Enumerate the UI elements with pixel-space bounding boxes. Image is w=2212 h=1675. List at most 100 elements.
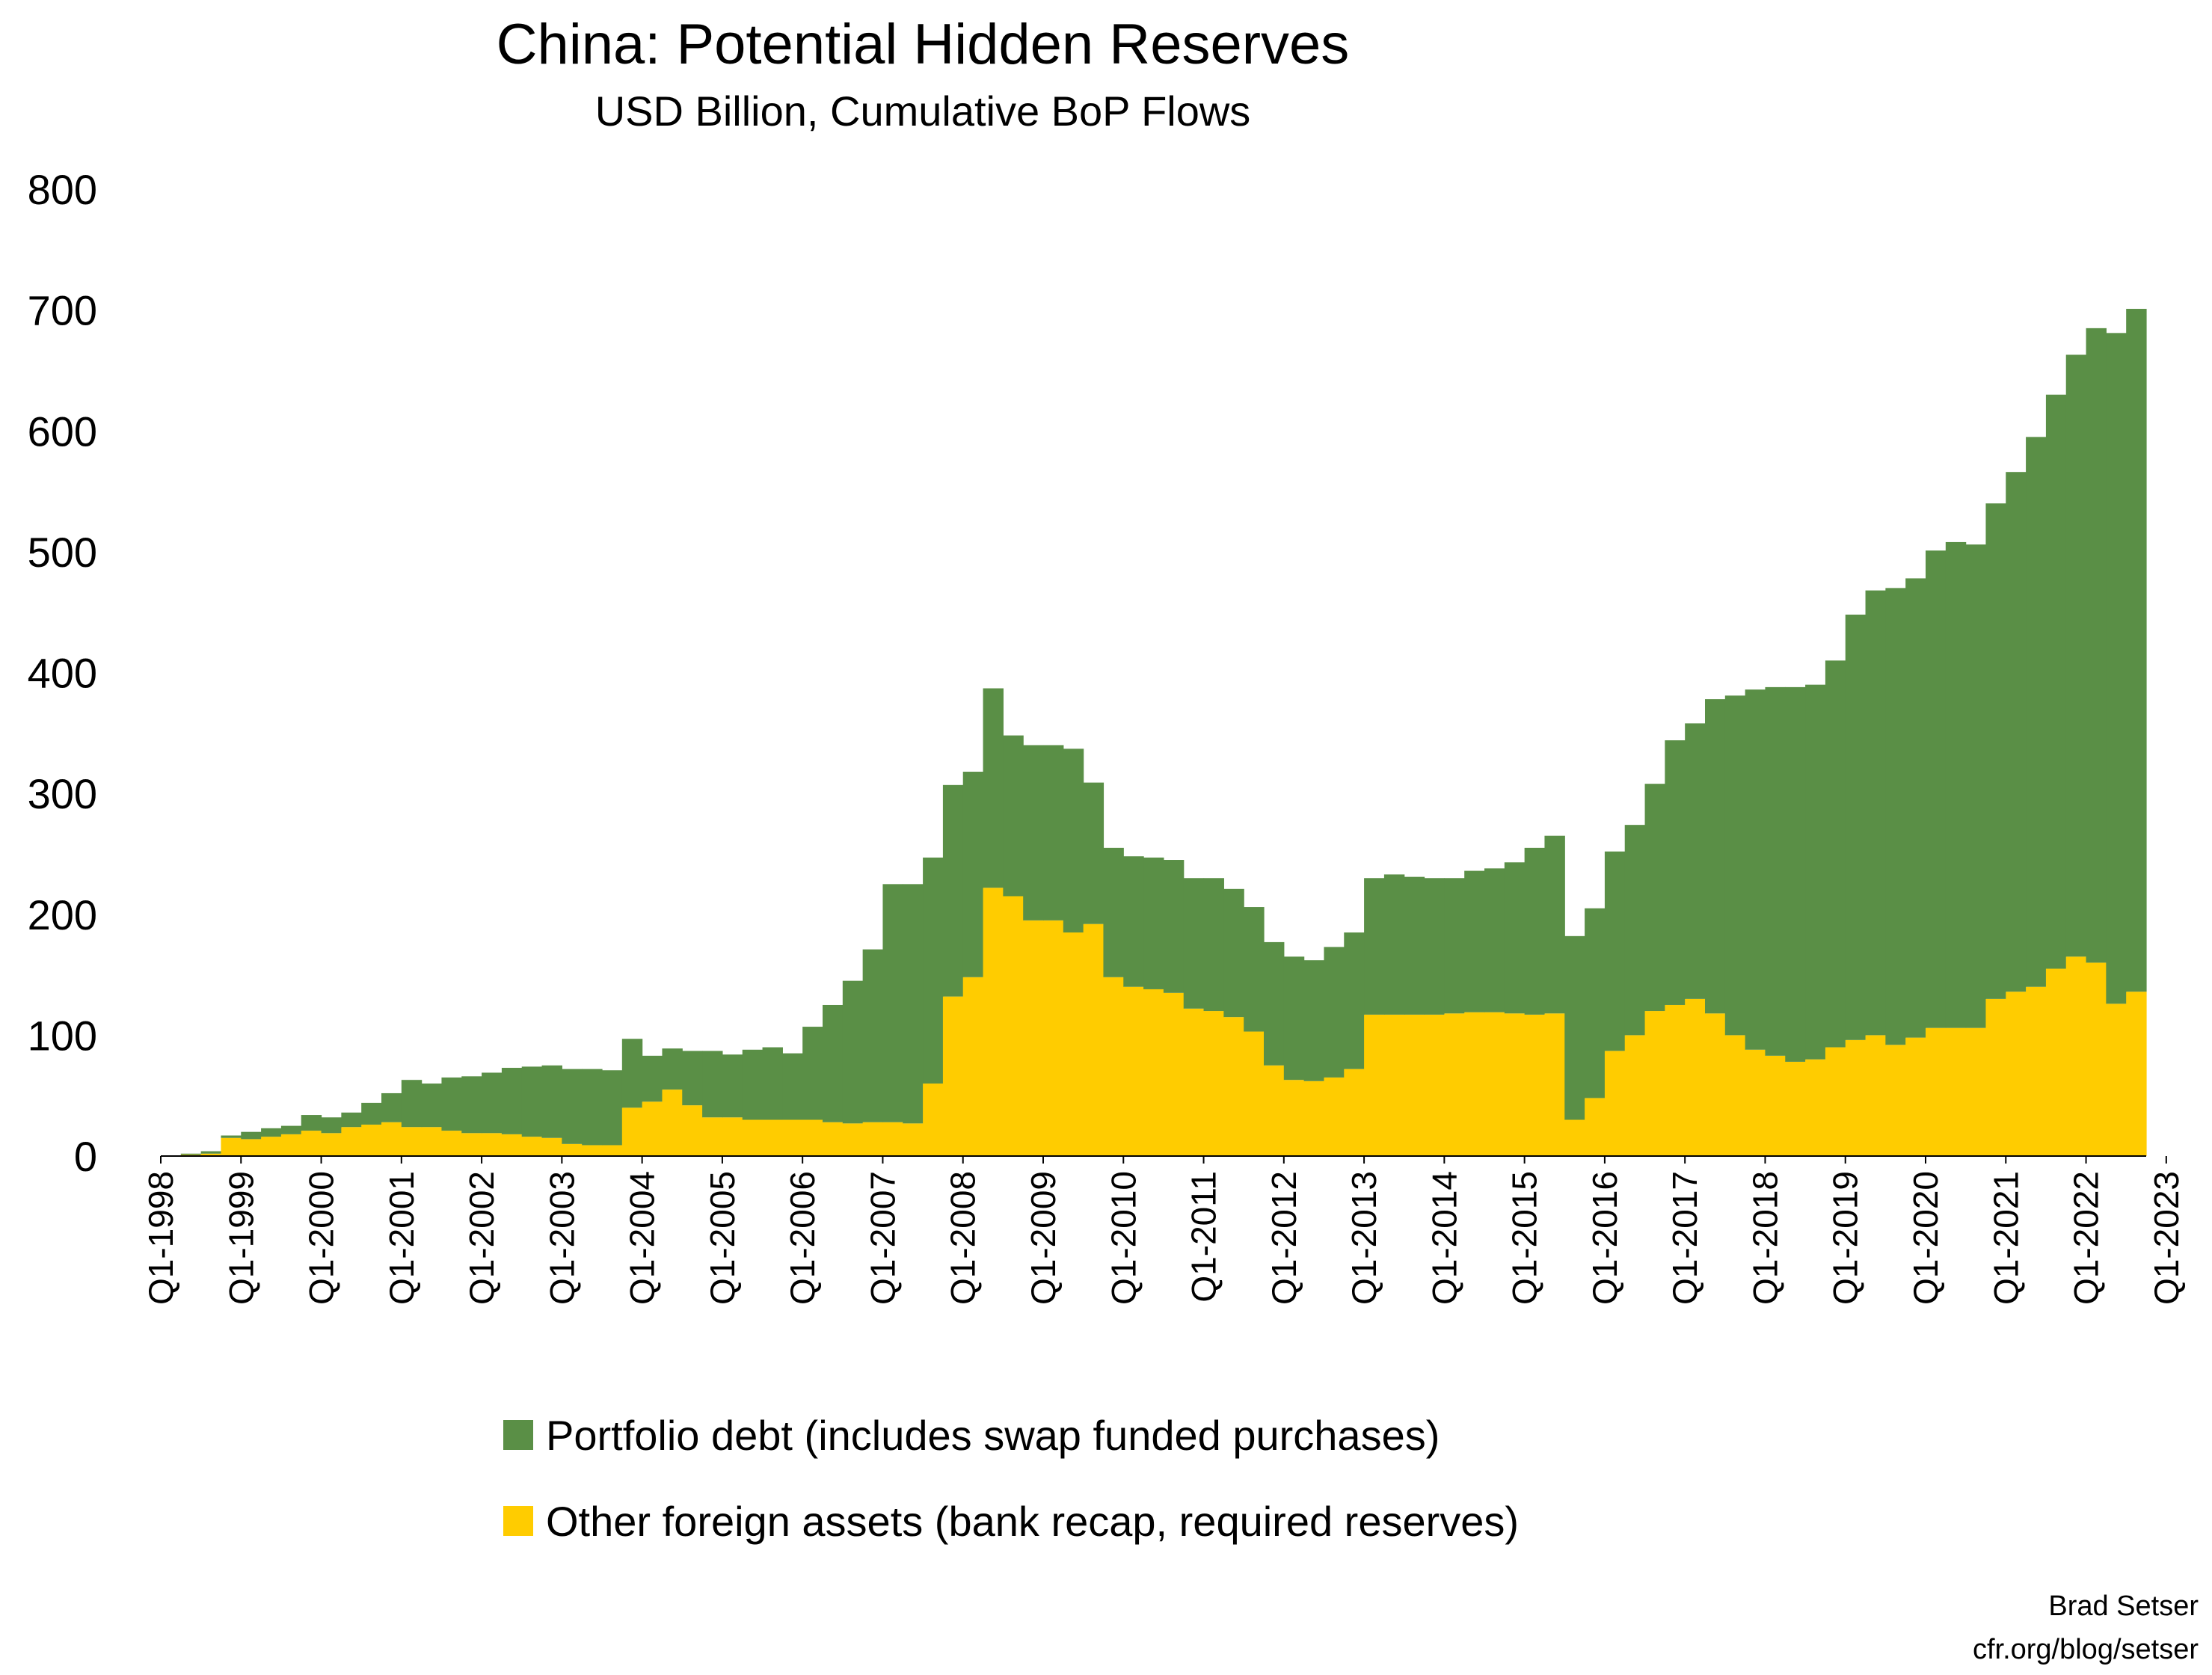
- bar-segment-portfolio-debt: [441, 1077, 462, 1131]
- bar-segment-other-foreign-assets: [962, 977, 984, 1156]
- bar-segment-other-foreign-assets: [1965, 1027, 1987, 1156]
- bar-segment-other-foreign-assets: [1223, 1017, 1244, 1156]
- bar-segment-other-foreign-assets: [602, 1145, 623, 1156]
- legend-item-other-foreign-assets: Other foreign assets (bank recap, requir…: [503, 1498, 1519, 1545]
- x-tick-label: Q1-2001: [382, 1171, 421, 1305]
- bar-segment-other-foreign-assets: [1785, 1061, 1806, 1156]
- bar-segment-other-foreign-assets: [1805, 1059, 1826, 1156]
- bar-segment-portfolio-debt: [962, 772, 984, 977]
- bar-segment-other-foreign-assets: [1705, 1013, 1726, 1156]
- bar-segment-portfolio-debt: [2026, 437, 2047, 987]
- bar-segment-other-foreign-assets: [1283, 1080, 1305, 1156]
- bar-segment-other-foreign-assets: [1244, 1031, 1265, 1156]
- bar-segment-other-foreign-assets: [1685, 998, 1706, 1156]
- bar-segment-portfolio-debt: [341, 1112, 362, 1128]
- bar-segment-portfolio-debt: [1604, 851, 1626, 1051]
- bar-segment-portfolio-debt: [742, 1049, 764, 1120]
- x-tick-label: Q1-1999: [221, 1171, 260, 1305]
- bar-segment-portfolio-debt: [1705, 699, 1726, 1014]
- bar-segment-other-foreign-assets: [823, 1122, 844, 1156]
- bar-segment-portfolio-debt: [1444, 878, 1465, 1014]
- bar-segment-other-foreign-assets: [280, 1134, 302, 1156]
- y-tick-label: 300: [28, 770, 97, 817]
- bar-segment-portfolio-debt: [642, 1055, 663, 1102]
- bar-segment-portfolio-debt: [1063, 749, 1084, 932]
- bar-segment-portfolio-debt: [1644, 784, 1665, 1012]
- bar-segment-portfolio-debt: [862, 949, 884, 1122]
- bar-segment-portfolio-debt: [1745, 689, 1766, 1050]
- bar-segment-other-foreign-assets: [1123, 986, 1144, 1156]
- bar-segment-portfolio-debt: [1283, 956, 1305, 1081]
- bar-segment-portfolio-debt: [942, 784, 964, 997]
- y-tick-label: 500: [28, 529, 97, 576]
- plot-area: [180, 309, 2147, 1157]
- bar-segment-portfolio-debt: [1544, 835, 1565, 1014]
- bar-segment-portfolio-debt: [1805, 684, 1826, 1060]
- x-tick-label: Q1-2004: [623, 1171, 662, 1305]
- bar-segment-other-foreign-assets: [1985, 998, 2006, 1156]
- bar-segment-portfolio-debt: [1364, 878, 1385, 1015]
- bar-segment-portfolio-debt: [1504, 862, 1526, 1014]
- bar-segment-other-foreign-assets: [2126, 992, 2147, 1156]
- bar-segment-other-foreign-assets: [1945, 1027, 1967, 1156]
- bar-segment-portfolio-debt: [401, 1080, 423, 1128]
- bar-segment-portfolio-debt: [562, 1069, 583, 1144]
- bar-segment-portfolio-debt: [602, 1070, 623, 1146]
- x-axis: Q1-1998 Q1-1999 Q1-2000 Q1-2001 Q1-2002 Q1-20…: [141, 1155, 2186, 1305]
- bar-segment-portfolio-debt: [200, 1151, 222, 1154]
- bar-segment-other-foreign-assets: [1644, 1011, 1665, 1156]
- bar-segment-other-foreign-assets: [441, 1131, 462, 1156]
- credit-author: Brad Setser: [2048, 1591, 2199, 1622]
- x-tick-label: Q1-2005: [703, 1171, 742, 1305]
- x-tick-label: Q1-2010: [1104, 1171, 1143, 1305]
- bar-segment-portfolio-debt: [2006, 472, 2027, 992]
- bar-segment-portfolio-debt: [1825, 660, 1846, 1048]
- bar-segment-portfolio-debt: [1665, 740, 1686, 1005]
- bar-segment-other-foreign-assets: [1183, 1008, 1205, 1156]
- bar-segment-other-foreign-assets: [1724, 1035, 1746, 1157]
- bar-segment-other-foreign-assets: [742, 1119, 764, 1156]
- bar-segment-portfolio-debt: [1264, 941, 1285, 1066]
- bar-segment-other-foreign-assets: [321, 1133, 342, 1156]
- bar-segment-other-foreign-assets: [1003, 896, 1024, 1156]
- bar-segment-other-foreign-assets: [1083, 923, 1105, 1156]
- bar-segment-portfolio-debt: [621, 1039, 643, 1108]
- x-tick-label: Q1-2012: [1265, 1171, 1303, 1305]
- bar-segment-other-foreign-assets: [421, 1127, 443, 1156]
- bar-segment-portfolio-debt: [1685, 723, 1706, 999]
- bar-segment-portfolio-debt: [381, 1092, 402, 1122]
- bar-segment-other-foreign-assets: [521, 1137, 543, 1156]
- x-tick-label: Q1-2003: [542, 1171, 581, 1305]
- bar-segment-portfolio-debt: [461, 1076, 482, 1134]
- bar-segment-portfolio-debt: [582, 1069, 603, 1146]
- bar-segment-portfolio-debt: [1043, 745, 1064, 921]
- bar-segment-other-foreign-assets: [2065, 956, 2087, 1156]
- bar-segment-other-foreign-assets: [562, 1143, 583, 1156]
- bar-segment-portfolio-debt: [1183, 878, 1205, 1009]
- bar-segment-other-foreign-assets: [662, 1089, 683, 1156]
- bar-segment-other-foreign-assets: [1905, 1037, 1926, 1156]
- bar-segment-portfolio-debt: [1785, 686, 1806, 1062]
- bar-segment-portfolio-debt: [361, 1102, 382, 1125]
- bar-segment-other-foreign-assets: [1424, 1014, 1445, 1156]
- bar-segment-portfolio-debt: [1945, 541, 1967, 1028]
- bar-segment-other-foreign-assets: [983, 888, 1004, 1156]
- bar-segment-other-foreign-assets: [461, 1133, 482, 1156]
- bar-segment-other-foreign-assets: [501, 1134, 523, 1156]
- bar-segment-portfolio-debt: [702, 1051, 723, 1118]
- bar-segment-other-foreign-assets: [1444, 1013, 1465, 1156]
- y-tick-label: 100: [28, 1012, 97, 1059]
- bar-segment-portfolio-debt: [541, 1065, 562, 1138]
- bar-segment-other-foreign-assets: [1865, 1035, 1886, 1157]
- bar-segment-other-foreign-assets: [1023, 920, 1044, 1156]
- bar-segment-other-foreign-assets: [762, 1119, 783, 1156]
- x-tick-label: Q1-2020: [1906, 1171, 1945, 1305]
- y-tick-label: 700: [28, 287, 97, 334]
- x-tick-label: Q1-1998: [141, 1171, 180, 1305]
- bar-segment-other-foreign-assets: [1324, 1077, 1345, 1156]
- bar-segment-portfolio-debt: [903, 884, 924, 1124]
- bar-segment-other-foreign-assets: [301, 1131, 322, 1156]
- bar-segment-portfolio-debt: [261, 1128, 282, 1137]
- bar-segment-other-foreign-assets: [782, 1119, 803, 1156]
- bar-segment-portfolio-debt: [1905, 578, 1926, 1038]
